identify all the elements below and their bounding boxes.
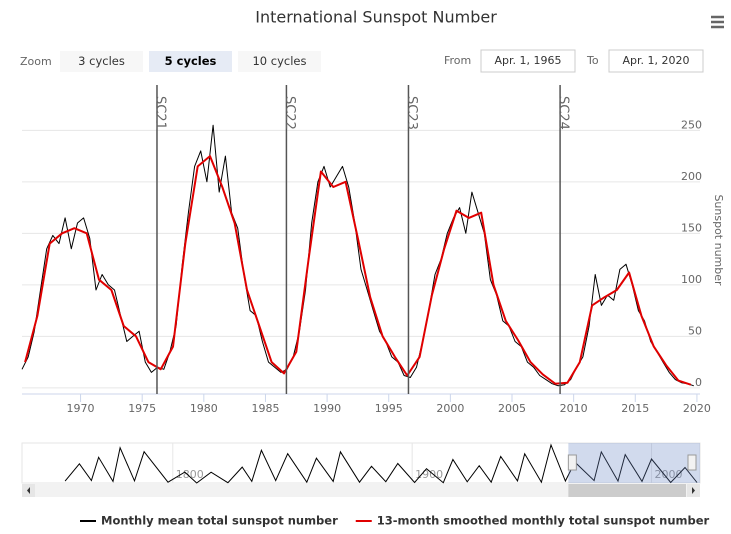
x-tick-label: 1990 [313,402,341,415]
x-tick-label: 1995 [375,402,403,415]
x-tick-label: 1985 [251,402,279,415]
y-tick-label: 150 [681,221,702,234]
y-tick-label: 0 [695,376,702,389]
series-line [24,155,692,386]
y-tick-label: 100 [681,273,702,286]
zoom-button[interactable]: 10 cycles [238,51,321,72]
scrollbar-arrow [27,487,30,494]
navigator-line [64,443,698,484]
legend-label: 13-month smoothed monthly total sunspot … [377,514,710,528]
zoom-button-label: 5 cycles [165,54,217,68]
series-line [21,124,694,387]
zoom-button-label: 10 cycles [252,54,306,68]
zoom-button-bg [60,51,143,72]
from-input[interactable] [480,49,576,73]
y-axis-title: Sunspot number [712,194,725,286]
zoom-label: Zoom [20,55,52,68]
navigator-tick-label: 1900 [415,468,443,481]
legend-item[interactable]: 13-month smoothed monthly total sunspot … [355,514,710,528]
to-value: Apr. 1, 2020 [623,54,690,67]
menu-button[interactable] [707,12,727,32]
y-tick-label: 50 [688,324,702,337]
scrollbar-arrow [692,487,695,494]
x-tick-label: 1980 [190,402,218,415]
cycle-label: SC22 [282,96,297,130]
cycle-label: SC23 [404,96,419,130]
y-tick-label: 250 [681,118,702,131]
navigator-tick-label: 1800 [176,468,204,481]
to-label: To [586,54,599,67]
chart-title: International Sunspot Number [255,8,497,27]
cycle-label: SC24 [556,96,571,130]
from-value: Apr. 1, 1965 [495,54,562,67]
zoom-button-bg [149,51,232,72]
zoom-button-label: 3 cycles [78,54,125,68]
navigator-bg [21,442,701,484]
scrollbar-thumb[interactable] [568,484,686,497]
to-input[interactable] [608,49,704,73]
x-tick-label: 2005 [498,402,526,415]
y-tick-label: 200 [681,170,702,183]
navigator-handle[interactable] [567,454,577,471]
navigator-mask[interactable] [568,443,700,483]
from-label: From [444,54,471,67]
navigator-handle[interactable] [687,454,697,471]
legend-item[interactable]: Monthly mean total sunspot number [80,514,338,528]
x-tick-label: 1975 [128,402,156,415]
zoom-button-bg [238,51,321,72]
x-tick-label: 2020 [683,402,711,415]
x-tick-label: 2010 [560,402,588,415]
x-tick-label: 2000 [436,402,464,415]
x-tick-label: 2015 [621,402,649,415]
cycle-label: SC21 [152,96,167,130]
zoom-button[interactable]: 3 cycles [60,51,143,72]
scrollbar-track[interactable] [22,484,700,497]
x-tick-label: 1970 [67,402,95,415]
legend-label: Monthly mean total sunspot number [101,514,338,528]
zoom-button[interactable]: 5 cycles [149,51,232,72]
